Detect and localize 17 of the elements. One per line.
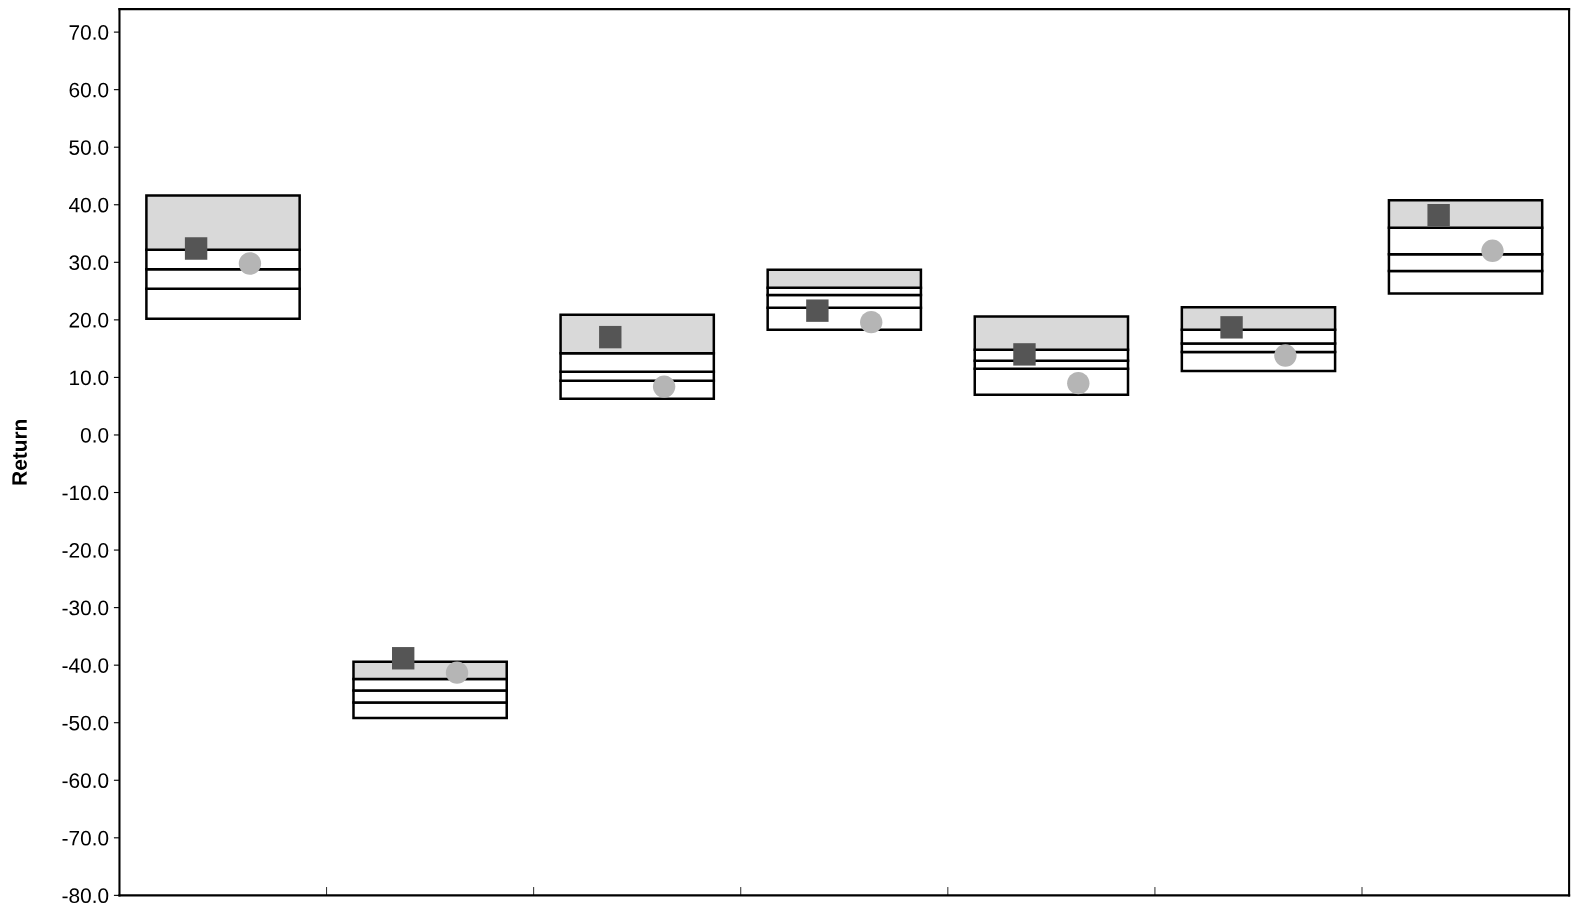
y-tick-label: -20.0 — [62, 543, 109, 558]
y-tick-label: -50.0 — [62, 715, 109, 731]
y-tick-label: -60.0 — [62, 773, 109, 789]
y-tick-label: 10.0 — [70, 370, 109, 386]
y-tick-label: 70.0 — [69, 25, 109, 40]
y-tick-label: 40.0 — [68, 197, 109, 213]
y-tick-label: 50.0 — [69, 140, 109, 155]
y-tick-label: -10.0 — [62, 485, 109, 501]
y-tick-label: -70.0 — [62, 830, 109, 846]
y-axis-title: Return — [12, 419, 27, 485]
y-tick-label: 60.0 — [69, 82, 109, 98]
y-tick-label: -40.0 — [62, 658, 109, 673]
y-tick-label: 0.0 — [80, 427, 109, 443]
y-tick-label: -30.0 — [62, 600, 109, 616]
y-tick-label: 20.0 — [69, 312, 109, 328]
y-tick-label: -80.0 — [62, 888, 109, 904]
y-tick-label: 30.0 — [69, 255, 109, 271]
